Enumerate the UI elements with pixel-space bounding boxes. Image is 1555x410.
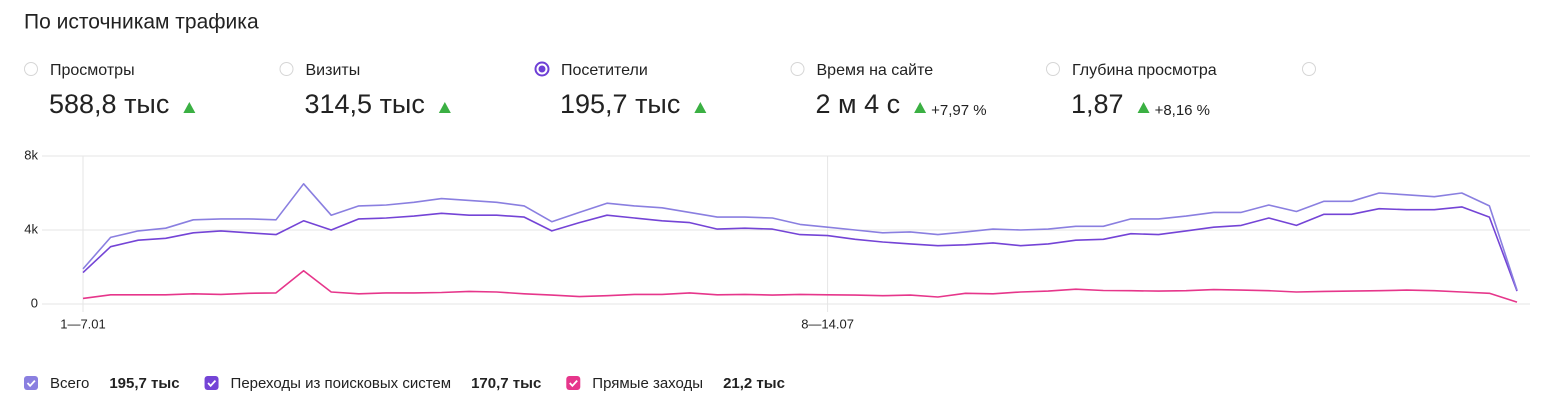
legend-total: 170,7 тыс — [471, 375, 541, 392]
x-tick-label: 1—7.01 — [60, 316, 106, 331]
metric-label[interactable]: Просмотры — [50, 62, 135, 79]
legend-checkbox[interactable] — [566, 376, 581, 390]
metric-label[interactable]: Посетители — [561, 62, 648, 79]
x-tick-label: 8—14.07 — [801, 316, 854, 331]
metric-label[interactable]: Визиты — [306, 62, 361, 79]
legend-label[interactable]: Всего — [50, 375, 89, 392]
legend-checkbox[interactable] — [24, 376, 38, 390]
legend-label[interactable]: Переходы из поисковых систем — [231, 375, 452, 392]
series-line — [82, 269, 1518, 303]
metric-radio[interactable] — [790, 62, 805, 76]
metric-value: 195,7 тыс — [560, 89, 680, 119]
metric-radio[interactable] — [1046, 62, 1060, 76]
metric-value: 588,8 тыс — [49, 89, 169, 119]
up-arrow — [914, 102, 927, 113]
metric-change: +7,97 % — [931, 102, 986, 119]
metric-change: +8,16 % — [1155, 102, 1210, 119]
legend-total: 21,2 тыс — [723, 375, 785, 392]
legend-check — [569, 379, 578, 388]
metric-radio[interactable] — [1302, 62, 1316, 76]
y-tick-label: 0 — [31, 295, 38, 310]
legend-label[interactable]: Прямые заходы — [592, 375, 703, 392]
metric-radio[interactable] — [24, 62, 38, 76]
metric-label[interactable]: Глубина просмотра — [1072, 62, 1217, 79]
legend-check — [207, 379, 217, 388]
series-line — [82, 183, 1518, 291]
legend-total: 195,7 тыс — [109, 375, 179, 392]
metric-label[interactable]: Время на сайте — [817, 62, 934, 79]
up-arrow — [438, 102, 451, 113]
up-arrow — [1137, 102, 1150, 113]
legend-checkbox[interactable] — [204, 376, 219, 390]
up-arrow — [694, 102, 707, 113]
series-line — [82, 206, 1518, 292]
metric-value: 314,5 тыс — [305, 89, 425, 119]
metric-value: 2 м 4 с — [816, 89, 901, 119]
metric-radio-dot — [538, 65, 546, 73]
metric-value: 1,87 — [1071, 89, 1124, 119]
section-title: По источникам трафика — [24, 11, 259, 34]
y-tick-label: 4k — [24, 221, 38, 236]
up-arrow — [183, 102, 196, 113]
metric-radio[interactable] — [279, 62, 294, 76]
metric-radio[interactable] — [534, 61, 550, 77]
y-tick-label: 8k — [24, 147, 38, 162]
legend-check — [26, 379, 36, 388]
